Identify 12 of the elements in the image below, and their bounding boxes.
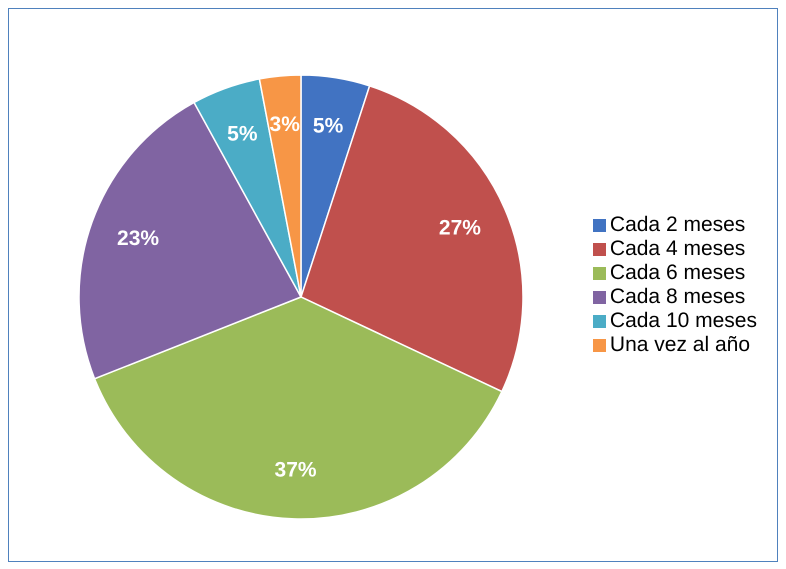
legend-label: Cada 10 meses	[610, 309, 757, 332]
legend-label: Cada 8 meses	[610, 285, 746, 308]
legend-label: Una vez al año	[610, 333, 750, 356]
legend-label: Cada 2 meses	[610, 213, 746, 236]
data-label: 5%	[312, 114, 344, 138]
legend-label: Cada 6 meses	[610, 261, 746, 284]
data-label: 37%	[274, 458, 317, 482]
data-label: 23%	[117, 226, 160, 250]
legend-label: Cada 4 meses	[610, 237, 746, 260]
data-label: 3%	[270, 113, 300, 136]
data-label: 27%	[438, 216, 482, 240]
data-label: 5%	[227, 122, 258, 146]
